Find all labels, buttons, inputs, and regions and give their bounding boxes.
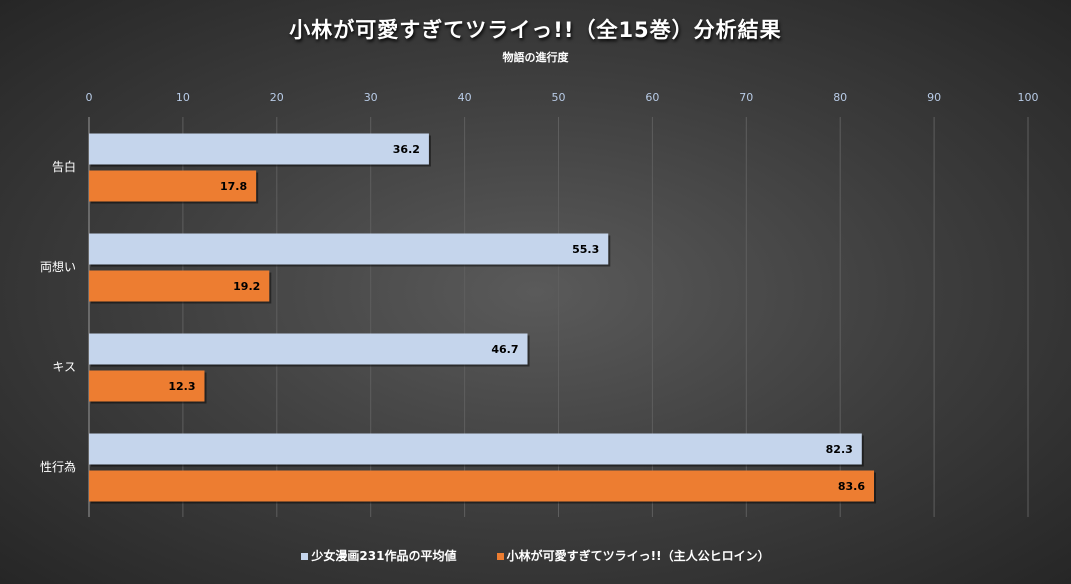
legend-label: 少女漫画231作品の平均値 [311, 549, 457, 563]
legend-label: 小林が可愛すぎてツライっ!!（主人公ヒロイン） [506, 549, 770, 563]
x-tick-label: 80 [833, 91, 847, 104]
data-label: 55.3 [572, 243, 599, 256]
legend-item-kobayashi: 小林が可愛すぎてツライっ!!（主人公ヒロイン） [496, 547, 770, 564]
data-label: 17.8 [220, 180, 247, 193]
bar [89, 233, 609, 265]
data-label: 82.3 [826, 443, 853, 456]
legend: 少女漫画231作品の平均値 小林が可愛すぎてツライっ!!（主人公ヒロイン） [0, 547, 1071, 564]
bar [89, 433, 862, 465]
legend-swatch [496, 553, 504, 560]
data-label: 12.3 [168, 380, 195, 393]
x-tick-label: 30 [364, 91, 378, 104]
data-label: 83.6 [838, 480, 865, 493]
legend-swatch [301, 553, 309, 560]
bar [89, 333, 528, 365]
chart-title: 小林が可愛すぎてツライっ!!（全15巻）分析結果 [289, 18, 782, 42]
x-tick-label: 0 [86, 91, 93, 104]
data-label: 19.2 [233, 280, 260, 293]
bar [89, 270, 270, 302]
category-label: キス [52, 360, 76, 374]
category-label: 性行為 [40, 460, 76, 474]
x-tick-label: 70 [739, 91, 753, 104]
bar [89, 370, 205, 402]
x-tick-label: 90 [927, 91, 941, 104]
bar [89, 470, 875, 502]
data-label: 46.7 [491, 343, 518, 356]
x-tick-label: 50 [552, 91, 566, 104]
legend-item-average: 少女漫画231作品の平均値 [301, 547, 456, 564]
x-tick-label: 60 [645, 91, 659, 104]
x-tick-label: 10 [176, 91, 190, 104]
x-tick-label: 100 [1018, 91, 1039, 104]
x-tick-label: 40 [458, 91, 472, 104]
category-label: 告白 [52, 159, 76, 174]
bar [89, 170, 257, 202]
chart-subtitle: 物語の進行度 [502, 51, 569, 64]
bar [89, 133, 429, 165]
x-tick-label: 20 [270, 91, 284, 104]
data-label: 36.2 [393, 143, 420, 156]
category-label: 両想い [40, 259, 76, 274]
